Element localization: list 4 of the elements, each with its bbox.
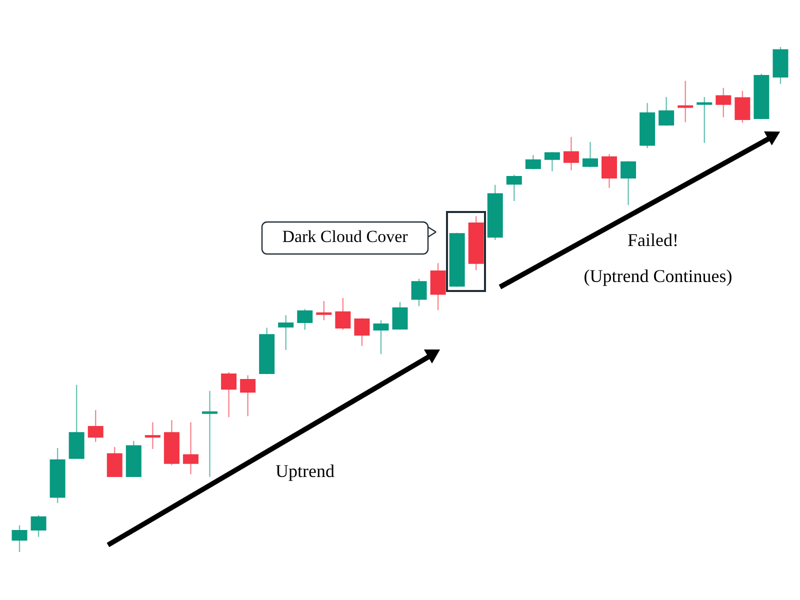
annotation: Uptrend [276,461,334,481]
annotation: Dark Cloud Cover [282,227,408,246]
annotation: Failed! [628,230,678,250]
annotation: (Uptrend Continues) [584,266,732,286]
